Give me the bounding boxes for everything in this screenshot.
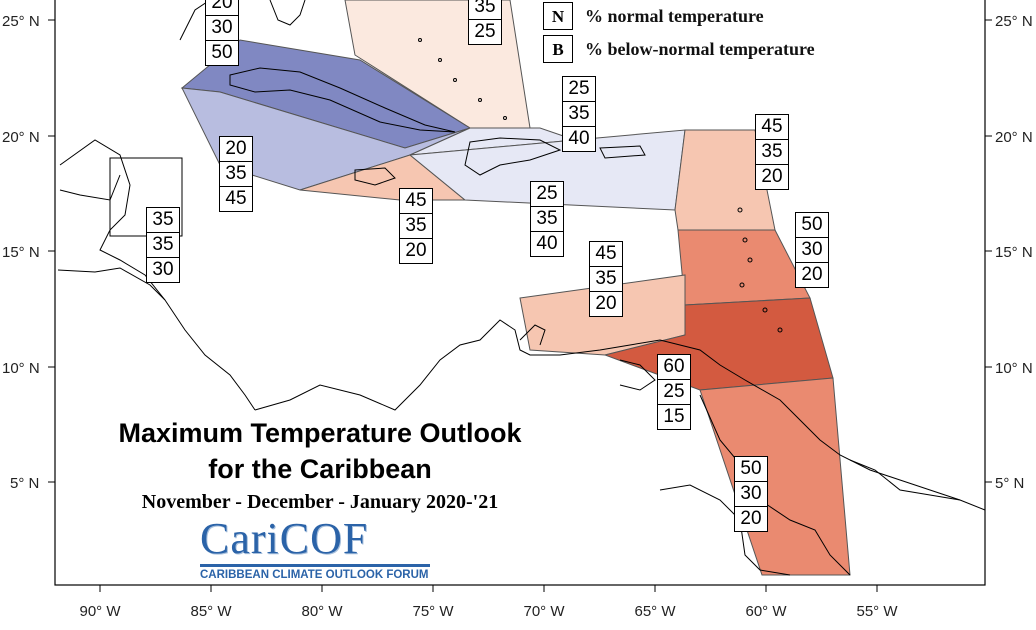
lat-label-right-25: 25° N [995, 13, 1033, 30]
lon-label-60: 60° W [745, 603, 787, 620]
prob-value: 30 [206, 16, 238, 41]
prob-value: 35 [531, 207, 563, 232]
prob-value: 45 [225, 188, 247, 209]
prob-box-trinidad-tobago: 60 25 15 [657, 354, 691, 430]
lat-label-left-25: 25° N [2, 13, 40, 30]
logo-wordmark: CariCOF [200, 514, 369, 563]
prob-value: 35 [400, 214, 432, 239]
prob-value: 25 [474, 21, 496, 42]
legend-key-below: B [543, 35, 573, 63]
lat-label-left-20: 20° N [2, 129, 40, 146]
prob-box-belize: 35 35 30 [146, 207, 180, 283]
prob-value: 35 [563, 102, 595, 127]
prob-value: 20 [220, 137, 252, 162]
lat-label-right-5: 5° N [995, 475, 1024, 492]
legend-below: B % below-normal temperature [543, 35, 815, 63]
lat-label-left-10: 10° N [2, 360, 40, 377]
logo-tagline: CARIBBEAN CLIMATE OUTLOOK FORUM [200, 569, 429, 581]
prob-box-cuba: 20 30 50 [205, 0, 239, 66]
prob-box-windward-islands: 50 30 20 [795, 212, 829, 288]
prob-value: 35 [147, 208, 179, 233]
map-frame [54, 0, 986, 586]
prob-value: 35 [469, 0, 501, 20]
prob-value: 40 [536, 233, 558, 254]
lat-ticks-right [985, 19, 992, 483]
prob-value: 20 [761, 166, 783, 187]
prob-value: 25 [563, 77, 595, 102]
prob-value: 25 [658, 380, 690, 405]
prob-value: 45 [590, 242, 622, 267]
prob-value: 20 [405, 240, 427, 261]
map-title-line1: Maximum Temperature Outlook [118, 418, 522, 448]
zone-guianas [699, 377, 851, 576]
prob-value: 20 [740, 508, 762, 529]
prob-value: 20 [595, 293, 617, 314]
lat-label-left-5: 5° N [10, 475, 39, 492]
logo-rule [200, 564, 430, 567]
lon-label-90: 90° W [79, 603, 121, 620]
prob-value: 35 [147, 233, 179, 258]
prob-value: 60 [658, 355, 690, 380]
lon-label-55: 55° W [856, 603, 898, 620]
prob-box-hispaniola-puerto-rico: 25 35 40 [530, 181, 564, 257]
lon-label-75: 75° W [412, 603, 454, 620]
legend-text-below: % below-normal temperature [585, 38, 815, 59]
lon-label-65: 65° W [634, 603, 676, 620]
prob-box-abc-islands: 45 35 20 [589, 241, 623, 317]
prob-box-cayman-western-cuba: 20 35 45 [219, 136, 253, 212]
prob-value: 35 [220, 162, 252, 187]
prob-value: 50 [796, 213, 828, 238]
prob-value: 30 [152, 259, 174, 280]
map-subtitle: November - December - January 2020-'21 [141, 491, 499, 513]
prob-box-florida-bahamas: 35 25 [468, 0, 502, 45]
prob-value: 50 [211, 42, 233, 63]
prob-value: 15 [663, 406, 685, 427]
lon-ticks [99, 585, 878, 592]
prob-value: 45 [756, 115, 788, 140]
prob-box-guianas: 50 30 20 [734, 456, 768, 532]
caricof-logo: CariCOF CARIBBEAN CLIMATE OUTLOOK FORUM [200, 516, 435, 581]
lon-label-80: 80° W [301, 603, 343, 620]
lat-label-right-20: 20° N [995, 129, 1033, 146]
prob-value: 20 [206, 0, 238, 16]
lat-label-left-15: 15° N [2, 244, 40, 261]
prob-value: 50 [735, 457, 767, 482]
prob-value: 40 [568, 128, 590, 149]
legend-text-normal: % normal temperature [585, 5, 764, 26]
prob-box-northern-leeward: 45 35 20 [755, 114, 789, 190]
map-title-line2: for the Caribbean [208, 454, 432, 484]
lat-label-right-15: 15° N [995, 244, 1033, 261]
legend-key-normal: N [543, 2, 573, 30]
prob-value: 25 [531, 182, 563, 207]
prob-value: 30 [796, 238, 828, 263]
prob-box-jamaica: 45 35 20 [399, 188, 433, 264]
lat-ticks-left [48, 19, 55, 483]
prob-value: 35 [756, 140, 788, 165]
lon-label-70: 70° W [523, 603, 565, 620]
prob-value: 20 [801, 264, 823, 285]
prob-box-turks-caicos: 25 35 40 [562, 76, 596, 152]
prob-value: 45 [400, 189, 432, 214]
prob-value: 35 [590, 267, 622, 292]
legend-normal: N % normal temperature [543, 2, 764, 30]
prob-value: 30 [735, 482, 767, 507]
lon-label-85: 85° W [190, 603, 232, 620]
lat-label-right-10: 10° N [995, 360, 1033, 377]
